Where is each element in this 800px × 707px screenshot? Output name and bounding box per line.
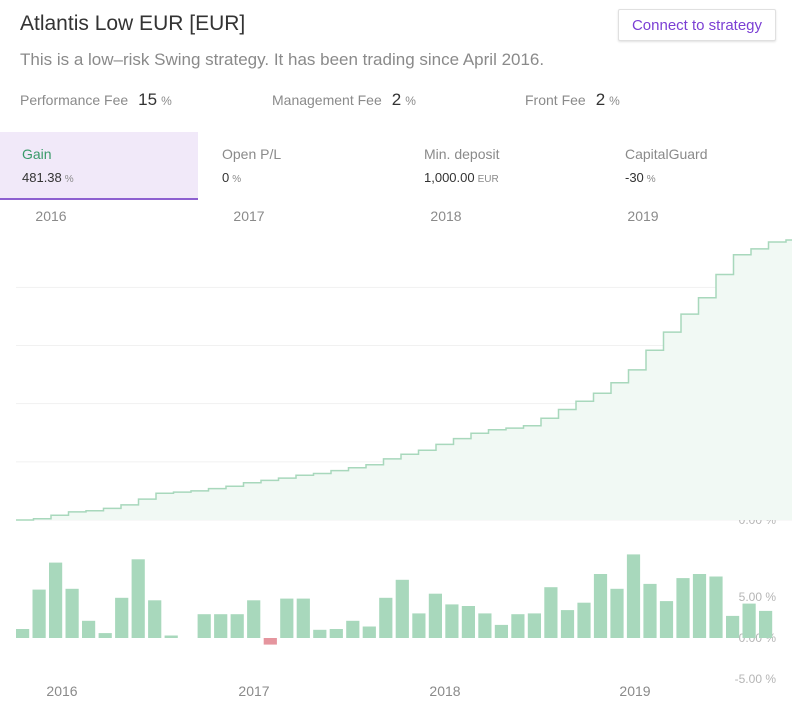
y-tick-label: -5.00 % <box>735 672 777 686</box>
monthly-bar <box>329 629 343 638</box>
monthly-bar <box>726 615 740 638</box>
monthly-bar <box>346 620 360 638</box>
monthly-bar <box>560 610 575 638</box>
management-fee: Management Fee 2 % <box>272 90 416 110</box>
monthly-bar <box>544 587 558 638</box>
monthly-bar <box>65 588 79 638</box>
monthly-bar <box>692 574 707 638</box>
monthly-bar <box>82 620 96 638</box>
monthly-bar <box>412 613 426 638</box>
fee-unit: % <box>161 94 172 108</box>
stat-unit: % <box>232 174 242 185</box>
stat-value: -30% <box>625 170 656 185</box>
stat-number: 0 <box>222 170 230 185</box>
tab-capitalguard[interactable]: CapitalGuard -30% <box>603 132 800 198</box>
monthly-bar <box>98 633 112 638</box>
monthly-bar <box>643 583 657 638</box>
monthly-bar <box>313 629 327 638</box>
stat-label: Gain <box>22 146 52 162</box>
gain-line <box>16 239 792 521</box>
monthly-bar <box>362 626 376 638</box>
monthly-bar <box>593 574 608 638</box>
strategy-description: This is a low–risk Swing strategy. It ha… <box>20 50 545 69</box>
stat-number: 1,000.00 <box>424 170 475 185</box>
monthly-bar <box>32 589 46 638</box>
tab-open-pl[interactable]: Open P/L 0% <box>200 132 398 198</box>
monthly-bar <box>16 629 30 638</box>
performance-fee: Performance Fee 15 % <box>20 90 172 110</box>
monthly-bar <box>461 606 475 638</box>
tab-gain[interactable]: Gain 481.38% <box>0 132 198 200</box>
stat-unit: % <box>646 174 656 185</box>
monthly-bar <box>709 576 723 638</box>
x-tick-label: 2019 <box>619 683 650 699</box>
tab-min-deposit[interactable]: Min. deposit 1,000.00 EUR <box>402 132 600 198</box>
monthly-bar <box>626 554 641 638</box>
stat-number: 481.38 <box>22 170 62 185</box>
front-fee: Front Fee 2 % <box>525 90 620 110</box>
page-title: Atlantis Low EUR [EUR] <box>20 12 246 35</box>
monthly-bar <box>296 598 310 638</box>
performance-charts: 201620172018201920162017201820190.00 %10… <box>16 208 792 699</box>
y-tick-label: 5.00 % <box>739 590 777 604</box>
connect-to-strategy-button[interactable]: Connect to strategy <box>618 9 776 41</box>
monthly-bar <box>478 613 492 638</box>
monthly-bar <box>148 600 162 638</box>
monthly-bar <box>610 588 624 638</box>
x-tick-label: 2017 <box>238 683 269 699</box>
stat-value: 481.38% <box>22 170 74 185</box>
x-tick-label: 2018 <box>429 683 460 699</box>
monthly-bar <box>49 562 63 638</box>
stat-number: -30 <box>625 170 644 185</box>
stat-label: CapitalGuard <box>625 146 708 162</box>
x-tick-label: 2017 <box>233 208 264 224</box>
monthly-bar <box>676 578 690 638</box>
monthly-bar <box>164 635 178 638</box>
monthly-bar <box>115 597 129 638</box>
monthly-bar <box>527 613 541 638</box>
fee-value: 15 <box>138 90 158 109</box>
stat-label: Open P/L <box>222 146 282 162</box>
monthly-bar <box>280 598 294 638</box>
monthly-bar <box>445 604 459 638</box>
fee-label: Front Fee <box>525 92 586 108</box>
monthly-bar <box>230 614 244 638</box>
stat-label: Min. deposit <box>424 146 500 162</box>
fee-value: 2 <box>595 90 606 109</box>
fee-value: 2 <box>391 90 402 109</box>
monthly-bar <box>759 610 773 638</box>
monthly-bar <box>577 602 591 638</box>
monthly-bar <box>395 579 409 638</box>
monthly-bar <box>659 601 674 638</box>
stat-unit: EUR <box>477 174 499 185</box>
monthly-bar <box>214 614 228 638</box>
x-tick-label: 2019 <box>627 208 658 224</box>
monthly-bar <box>379 597 393 638</box>
x-tick-label: 2016 <box>46 683 77 699</box>
stat-unit: % <box>64 174 74 185</box>
fee-label: Performance Fee <box>20 92 129 108</box>
stat-value: 1,000.00 EUR <box>424 170 499 185</box>
fee-label: Management Fee <box>272 92 382 108</box>
x-tick-label: 2016 <box>35 208 66 224</box>
stat-value: 0% <box>222 170 241 185</box>
fee-unit: % <box>405 94 416 108</box>
monthly-bar <box>197 614 211 638</box>
x-tick-label: 2018 <box>430 208 461 224</box>
stats-tabs: Gain 481.38% Open P/L 0% Min. deposit 1,… <box>0 132 800 200</box>
monthly-bar <box>263 638 277 645</box>
monthly-bar <box>742 603 756 638</box>
gain-area <box>16 240 792 520</box>
monthly-bar <box>247 600 261 638</box>
monthly-bar <box>428 593 442 638</box>
monthly-bar <box>494 624 508 638</box>
monthly-bar <box>131 559 145 638</box>
fee-unit: % <box>609 94 620 108</box>
monthly-bar <box>511 614 525 638</box>
